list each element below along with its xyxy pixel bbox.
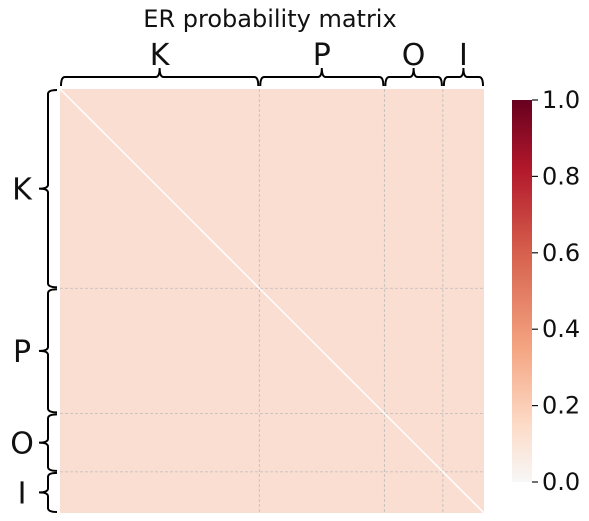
- colorbar-tick-label: 0.0: [542, 468, 580, 496]
- chart-title: ER probability matrix: [143, 5, 396, 33]
- group-label-top-p: P: [313, 38, 331, 73]
- group-label-top-k: K: [150, 38, 171, 73]
- row-group-labels: K P OI: [10, 173, 34, 512]
- brace-left-o: [39, 414, 57, 471]
- group-label-top-i: I: [459, 38, 468, 73]
- brace-left-p: [39, 289, 57, 412]
- colorbar-ticks: 0.0 0.2 0.4 0.6 0.8 1.0: [532, 86, 580, 496]
- row-group-braces: [39, 90, 57, 512]
- group-label-left-o: O: [10, 427, 34, 462]
- brace-left-k: [39, 90, 57, 287]
- colorbar-tick-label: 1.0: [542, 86, 580, 114]
- colorbar-tick-label: 0.2: [542, 392, 580, 420]
- colorbar-tick-label: 0.6: [542, 239, 580, 267]
- colorbar: [512, 100, 532, 482]
- group-label-top-o: O: [402, 38, 426, 73]
- group-label-left-p: P: [13, 335, 31, 370]
- group-label-left-i: I: [18, 476, 27, 511]
- brace-left-i: [39, 473, 57, 512]
- colorbar-tick-label: 0.8: [542, 162, 580, 190]
- group-label-left-k: K: [12, 173, 33, 208]
- colorbar-tick-label: 0.4: [542, 315, 580, 343]
